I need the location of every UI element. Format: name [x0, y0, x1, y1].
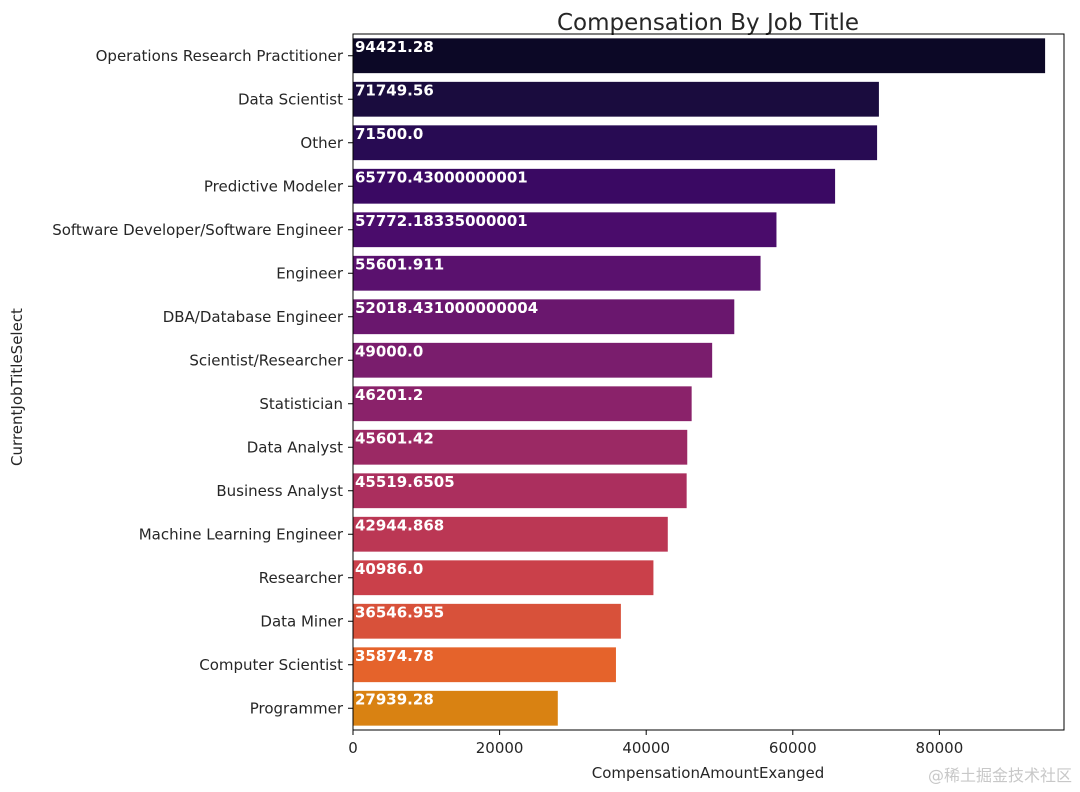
bar: [353, 168, 836, 204]
y-tick-label: Computer Scientist: [199, 656, 343, 674]
x-tick-label: 60000: [769, 739, 817, 757]
bar-value-label: 46201.2: [355, 386, 423, 404]
y-tick-label: Data Miner: [260, 612, 343, 630]
y-tick-label: Researcher: [259, 569, 344, 587]
y-tick-label: Other: [300, 134, 343, 152]
bar: [353, 690, 558, 726]
y-tick-label: Operations Research Practitioner: [96, 47, 344, 65]
bar: [353, 516, 668, 552]
y-tick-label: Engineer: [276, 264, 344, 282]
bar: [353, 81, 879, 117]
y-tick-label: Scientist/Researcher: [189, 351, 344, 369]
bar-value-label: 57772.18335000001: [355, 212, 528, 230]
bar: [353, 212, 777, 248]
bar-value-label: 49000.0: [355, 342, 423, 360]
y-tick-label: Data Scientist: [238, 90, 343, 108]
y-tick-label: Predictive Modeler: [204, 177, 344, 195]
bar-value-label: 71500.0: [355, 125, 423, 143]
bar: [353, 342, 713, 378]
bar: [353, 299, 735, 335]
bars-group: 94421.28 71749.56 71500.0 65770.43000000001…: [353, 38, 1046, 726]
y-tick-label: DBA/Database Engineer: [163, 308, 344, 326]
bar-value-label: 42944.868: [355, 516, 444, 534]
bar: [353, 125, 878, 161]
bar-value-label: 45601.42: [355, 429, 434, 447]
bar-value-label: 36546.955: [355, 603, 444, 621]
bar-value-label: 94421.28: [355, 38, 434, 56]
bar: [353, 255, 761, 291]
plot-frame: [352, 33, 1065, 731]
x-tick-label: 20000: [476, 739, 524, 757]
y-axis-label: CurrentJobTitleSelect: [8, 308, 26, 466]
y-tick-label: Software Developer/Software Engineer: [52, 221, 344, 239]
y-tick-label: Data Analyst: [247, 438, 343, 456]
bar-value-label: 35874.78: [355, 647, 434, 665]
bar: [353, 560, 654, 596]
chart-title: Compensation By Job Title: [557, 10, 859, 36]
bar-value-label: 55601.911: [355, 255, 444, 273]
x-tick-label: 40000: [622, 739, 670, 757]
y-tick-label: Business Analyst: [216, 482, 343, 500]
bar: [353, 603, 621, 639]
y-tick-label: Programmer: [250, 699, 344, 717]
x-tick-label: 80000: [916, 739, 964, 757]
x-tick-label: 0: [348, 739, 358, 757]
bar-value-label: 52018.431000000004: [355, 299, 538, 317]
x-axis-ticks: 0 20000 40000 60000 80000: [348, 730, 963, 757]
watermark-text: @稀土掘金技术社区: [927, 766, 1072, 785]
bar-value-label: 71749.56: [355, 81, 434, 99]
bar: [353, 38, 1046, 74]
bar: [353, 647, 616, 683]
bar: [353, 386, 692, 422]
y-tick-label: Statistician: [259, 395, 343, 413]
bar-value-label: 27939.28: [355, 690, 434, 708]
bar-value-label: 65770.43000000001: [355, 168, 528, 186]
bar: [353, 429, 688, 465]
bar: [353, 473, 687, 509]
y-tick-labels: Operations Research Practitioner Data Sci…: [52, 47, 353, 717]
x-axis-label: CompensationAmountExanged: [592, 764, 825, 782]
bar-value-label: 45519.6505: [355, 473, 455, 491]
y-tick-label: Machine Learning Engineer: [139, 525, 344, 543]
bar-value-label: 40986.0: [355, 560, 423, 578]
